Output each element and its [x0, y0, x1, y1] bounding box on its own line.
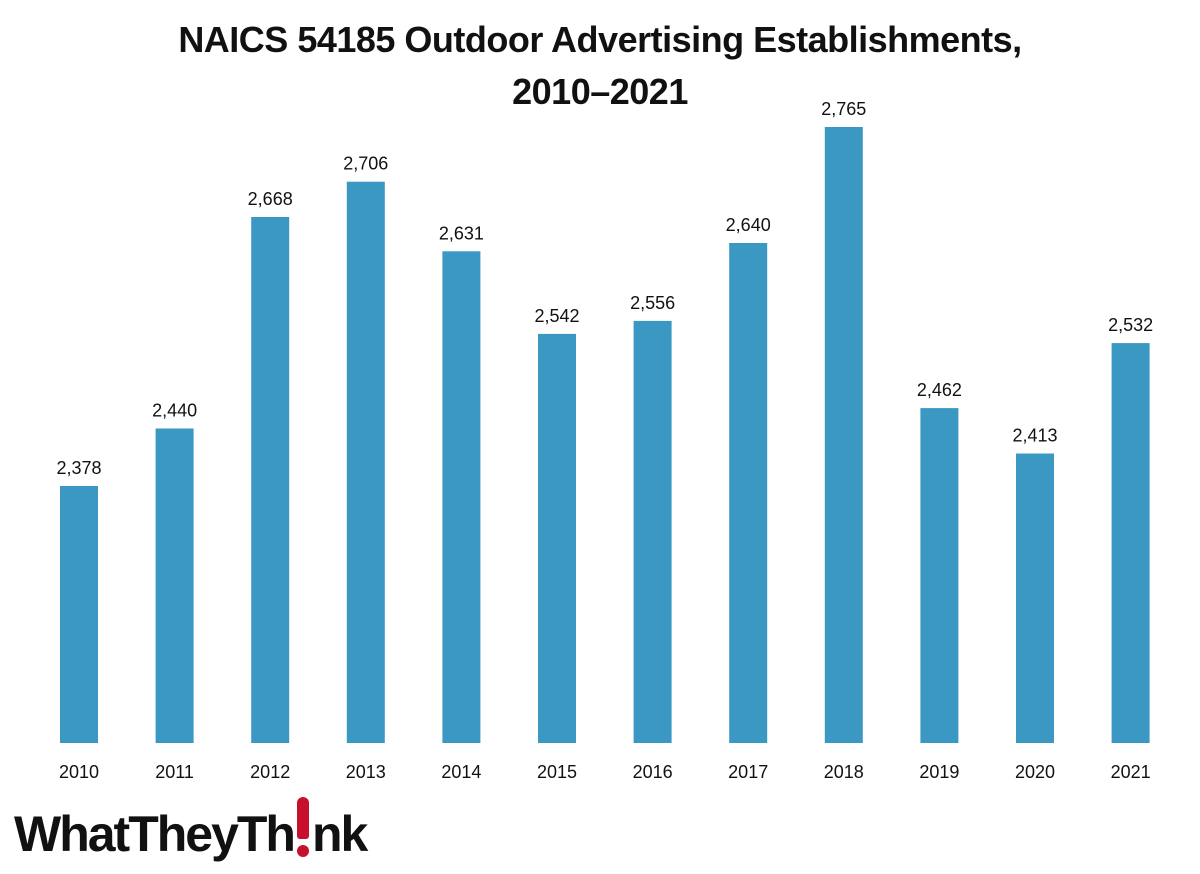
value-label-2020: 2,413 [1012, 426, 1057, 446]
x-tick-2013: 2013 [346, 762, 386, 782]
value-label-2015: 2,542 [534, 306, 579, 326]
x-tick-2014: 2014 [441, 762, 481, 782]
bar-2015 [538, 333, 576, 743]
value-label-2010: 2,378 [56, 458, 101, 478]
chart-title: NAICS 54185 Outdoor Advertising Establis… [0, 14, 1200, 118]
x-tick-2018: 2018 [824, 762, 864, 782]
bar-2021 [1111, 343, 1150, 743]
value-label-2012: 2,668 [248, 189, 293, 209]
bar-2020 [1016, 453, 1054, 743]
x-tick-2019: 2019 [919, 762, 959, 782]
bar-2011 [155, 428, 194, 743]
value-labels-layer: 2,378 2,440 2,668 2,706 2,631 2,542 2,556 2,640… [56, 99, 1153, 478]
value-label-2014: 2,631 [439, 223, 484, 243]
x-tick-2011: 2011 [155, 762, 194, 782]
bar-2013 [346, 181, 385, 743]
bar-2012 [251, 217, 290, 743]
x-tick-2010: 2010 [59, 762, 99, 782]
chart-subtitle: 2010–2021 [512, 71, 688, 112]
value-label-2013: 2,706 [343, 154, 388, 174]
x-tick-2021: 2021 [1111, 762, 1151, 782]
whattheythink-logo: WhatTheyTh nk [14, 794, 374, 874]
value-label-2017: 2,640 [726, 215, 771, 235]
bar-2018 [824, 127, 863, 743]
logo-text-end: nk [311, 806, 368, 862]
value-label-2019: 2,462 [917, 380, 962, 400]
value-label-2018: 2,765 [821, 99, 866, 119]
chart-title-line1: NAICS 54185 Outdoor Advertising Establis… [178, 19, 1022, 60]
x-tick-2015: 2015 [537, 762, 577, 782]
x-tick-2020: 2020 [1015, 762, 1055, 782]
bar-2019 [920, 408, 959, 743]
value-label-2021: 2,532 [1108, 315, 1153, 335]
bar-2017 [729, 243, 768, 743]
bar-2010 [60, 486, 98, 743]
bar-2014 [442, 251, 481, 744]
x-tick-labels: 2010 2011 2012 2013 2014 2015 2016 2017 2018 2019… [59, 762, 1151, 782]
value-label-2016: 2,556 [630, 293, 675, 313]
value-label-2011: 2,440 [152, 401, 197, 421]
x-tick-2017: 2017 [728, 762, 768, 782]
bar-2016 [633, 320, 672, 743]
x-tick-2016: 2016 [633, 762, 673, 782]
exclamation-icon [295, 797, 311, 857]
bars-layer [60, 127, 1150, 744]
logo-text-start: WhatTheyTh [14, 806, 296, 862]
x-tick-2012: 2012 [250, 762, 290, 782]
